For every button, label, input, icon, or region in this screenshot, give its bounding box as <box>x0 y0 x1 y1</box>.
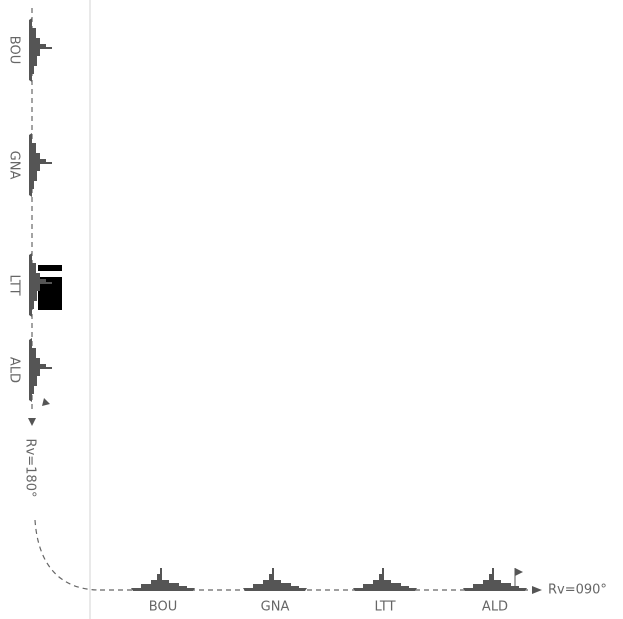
ship-label: BOU <box>7 36 22 64</box>
ship-label: BOU <box>149 600 177 615</box>
ship-label: GNA <box>7 151 22 180</box>
flag <box>515 568 523 576</box>
ship <box>29 133 52 197</box>
turn-curve <box>34 519 101 591</box>
ship-label: ALD <box>482 600 508 615</box>
ship <box>29 338 52 402</box>
ship-label: GNA <box>261 600 290 615</box>
ship-label: LTT <box>374 600 395 615</box>
ship <box>131 568 195 591</box>
turn-label: Rv=180° <box>23 439 38 498</box>
ship-label: LTT <box>7 274 22 295</box>
arrow-down <box>28 418 36 426</box>
ship <box>353 568 417 591</box>
redaction <box>38 265 62 271</box>
ship <box>243 568 307 591</box>
flag <box>42 398 50 406</box>
arrow-right <box>532 586 542 594</box>
ship-label: ALD <box>7 357 22 383</box>
heading-label: Rv=090° <box>548 583 607 598</box>
